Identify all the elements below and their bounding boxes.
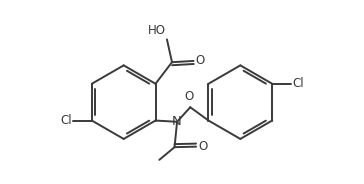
Text: O: O: [195, 54, 205, 67]
Text: O: O: [184, 90, 194, 103]
Text: Cl: Cl: [60, 114, 72, 127]
Text: O: O: [198, 140, 207, 153]
Text: Cl: Cl: [292, 77, 304, 90]
Text: N: N: [172, 115, 182, 128]
Text: HO: HO: [148, 24, 166, 37]
